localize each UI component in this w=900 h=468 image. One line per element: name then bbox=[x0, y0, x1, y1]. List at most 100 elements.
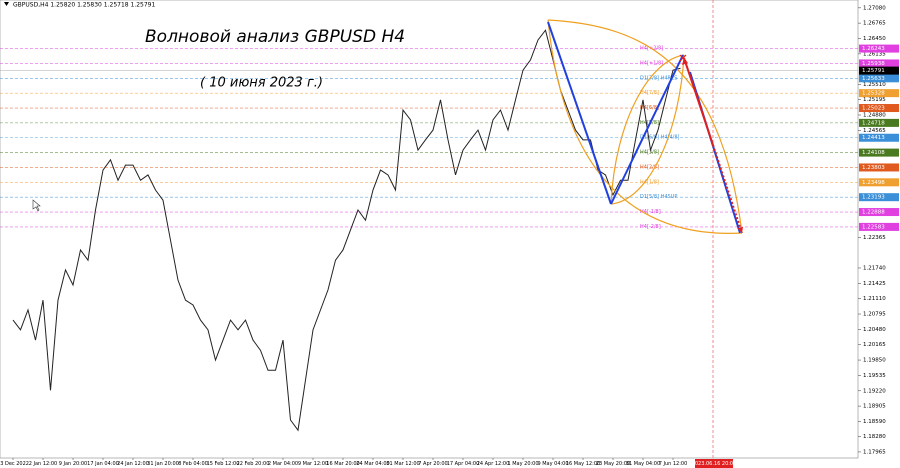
y-tick-label: 1.19535 bbox=[863, 373, 886, 379]
level-label: D1[5/8] H4SUP bbox=[640, 194, 677, 200]
x-tick-label: 2 Mar 04:00 bbox=[268, 461, 298, 467]
y-tick-label: 1.20795 bbox=[863, 312, 886, 318]
x-tick-label: 16 Mar 20:00 bbox=[326, 461, 359, 467]
header: GBPUSD,H4 1.25820 1.25830 1.25718 1.2579… bbox=[13, 2, 155, 9]
plot-area bbox=[0, 0, 859, 459]
forecast-arrow bbox=[712, 144, 743, 234]
level-price: 1.25938 bbox=[862, 61, 885, 67]
future-label-box bbox=[695, 459, 733, 468]
level-label: D1[6/8] H4[4/8] bbox=[640, 135, 680, 141]
arrow-head bbox=[737, 227, 743, 233]
y-tick-label: 1.26450 bbox=[863, 36, 886, 42]
level-price: 1.26243 bbox=[862, 46, 885, 52]
level-label: H4[3/8] bbox=[640, 150, 659, 156]
x-tick-label: 24 Jan 12:00 bbox=[117, 461, 149, 467]
x-tick-label: 9 Jan 20:00 bbox=[59, 461, 87, 467]
wave-line bbox=[610, 54, 684, 205]
x-tick-label: 16 May 12:00 bbox=[566, 461, 600, 467]
fan-arc bbox=[547, 19, 743, 234]
x-tick-label: 24 Apr 12:00 bbox=[477, 461, 510, 467]
level-price-box bbox=[859, 133, 899, 142]
y-tick-label: 1.18905 bbox=[863, 404, 886, 410]
wave-line bbox=[547, 21, 612, 205]
level-price-box bbox=[859, 193, 899, 202]
x-tick-label: 8 Feb 04:00 bbox=[178, 461, 208, 467]
x-tick-label: 17 Jan 04:00 bbox=[87, 461, 119, 467]
level-price-box bbox=[859, 208, 899, 217]
level-price: 1.23193 bbox=[862, 195, 885, 201]
level-label: H4[2/8] bbox=[640, 164, 659, 170]
level-price-box bbox=[859, 74, 899, 83]
x-tick-label: 9 Mar 12:00 bbox=[298, 461, 328, 467]
y-tick-label: 1.27080 bbox=[863, 5, 886, 11]
x-tick-label: 17 Apr 04:00 bbox=[447, 461, 480, 467]
x-tick-label: 31 Jan 20:00 bbox=[147, 461, 179, 467]
level-price-box bbox=[859, 148, 899, 157]
level-price: 1.24413 bbox=[862, 135, 885, 141]
x-tick-label: 15 Feb 12:00 bbox=[207, 461, 240, 467]
y-tick-label: 1.21425 bbox=[863, 281, 886, 287]
level-price-box bbox=[859, 163, 899, 172]
level-price: 1.25328 bbox=[862, 91, 885, 97]
y-tick-label: 1.17965 bbox=[863, 449, 886, 455]
y-tick-label: 1.22365 bbox=[863, 235, 886, 241]
level-label: D1[7/8] H4RES bbox=[640, 75, 677, 81]
x-tick-label: 31 May 04:00 bbox=[626, 461, 660, 467]
x-tick-label: 2 Jan 12:00 bbox=[29, 461, 57, 467]
level-label: H4[+1/8] bbox=[640, 60, 663, 66]
forecast-arrow bbox=[683, 57, 714, 146]
price-line bbox=[12, 29, 681, 432]
y-tick-label: 1.18280 bbox=[863, 434, 886, 440]
y-tick-label: 1.24880 bbox=[863, 112, 886, 118]
level-price-box bbox=[859, 44, 899, 53]
level-price-box bbox=[859, 178, 899, 187]
level-price: 1.22888 bbox=[862, 210, 885, 216]
level-price-box bbox=[859, 59, 899, 68]
y-tick-label: 1.19220 bbox=[863, 388, 886, 394]
x-tick-label: 1 May 20:00 bbox=[507, 461, 538, 467]
y-tick-label: 1.20165 bbox=[863, 342, 886, 348]
y-tick-label: 1.26135 bbox=[863, 51, 886, 57]
level-price: 1.23803 bbox=[862, 165, 885, 171]
x-tick-label: 31 Mar 12:00 bbox=[386, 461, 419, 467]
level-label: H4[7/8] bbox=[640, 90, 659, 96]
y-tick-label: 1.25510 bbox=[863, 82, 886, 88]
y-tick-label: 1.24565 bbox=[863, 128, 886, 134]
y-tick-label: 1.18590 bbox=[863, 419, 886, 425]
x-tick-label: 22 Feb 20:00 bbox=[237, 461, 270, 467]
x-tick-label: 23 Dec 2022 bbox=[0, 461, 29, 467]
level-label: H4[6/8] bbox=[640, 105, 659, 111]
level-label: H4[-1/8] bbox=[640, 209, 661, 215]
level-price-box bbox=[859, 104, 899, 113]
arrow-head bbox=[682, 58, 688, 65]
future-label: 2023.06.16 20:00 bbox=[692, 461, 737, 467]
x-tick-label: 7 Apr 20:00 bbox=[418, 461, 447, 467]
y-tick-label: 1.20480 bbox=[863, 327, 886, 333]
chart-title: Волновой анализ GBPUSD H4 bbox=[145, 27, 405, 47]
y-tick-label: 1.19850 bbox=[863, 358, 886, 364]
level-price: 1.24108 bbox=[862, 150, 885, 156]
level-price: 1.25633 bbox=[862, 76, 885, 82]
x-tick-label: 23 May 20:00 bbox=[596, 461, 630, 467]
x-tick-label: 9 May 04:00 bbox=[537, 461, 568, 467]
level-price-box bbox=[859, 222, 899, 231]
cross-mark bbox=[679, 54, 687, 62]
y-tick-label: 1.25195 bbox=[863, 97, 886, 103]
y-tick-label: 1.21110 bbox=[863, 296, 886, 302]
fan-arc bbox=[610, 54, 685, 205]
level-price: 1.24718 bbox=[862, 120, 885, 126]
chart-subtitle: ( 10 июня 2023 г.) bbox=[200, 76, 323, 91]
cursor bbox=[32, 199, 41, 212]
level-price: 1.25023 bbox=[862, 106, 885, 112]
level-label: H4[-2/8] bbox=[640, 224, 661, 230]
current-price-box bbox=[859, 66, 899, 75]
level-price-box bbox=[859, 118, 899, 127]
header-triangle bbox=[4, 2, 9, 6]
level-price: 1.22583 bbox=[862, 224, 885, 230]
level-price-box bbox=[859, 89, 899, 98]
x-tick-label: 7 Jun 12:00 bbox=[659, 461, 688, 467]
x-tick-label: 24 Mar 04:00 bbox=[356, 461, 389, 467]
fan-arc bbox=[610, 54, 685, 205]
y-tick-label: 1.21740 bbox=[863, 265, 886, 271]
